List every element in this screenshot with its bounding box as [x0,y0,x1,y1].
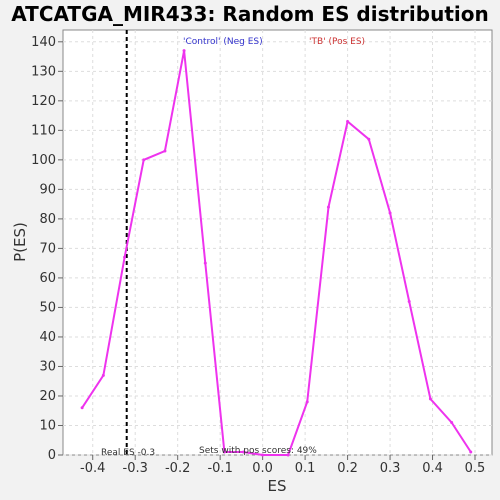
x-tick-label: 0.3 [380,461,401,476]
x-tick-label: -0.3 [123,461,148,476]
y-axis-title: P(ES) [11,222,29,262]
data-point [286,453,290,457]
data-point [222,450,226,454]
neg-es-label: 'Control' (Neg ES) [183,37,263,47]
data-point [123,255,127,259]
x-tick-label: -0.2 [165,461,190,476]
x-tick-label: 0.4 [422,461,443,476]
grid-lines [63,30,492,456]
data-point [242,450,246,454]
data-point [326,205,330,209]
y-tick-label: 80 [39,212,56,227]
y-tick-label: 20 [39,389,56,404]
x-tick-label: 0.1 [295,461,316,476]
data-point [261,453,265,457]
y-tick-label: 30 [39,359,56,374]
data-point [142,158,146,162]
data-point [101,373,105,377]
y-tick-label: 120 [31,94,56,109]
data-point [367,137,371,141]
real-es-label: Real ES -0.3 [101,448,155,458]
data-point [450,421,454,425]
y-tick-label: 40 [39,330,56,345]
chart-title: ATCATGA_MIR433: Random ES distribution [11,2,489,26]
x-tick-label: -0.1 [207,461,232,476]
y-tick-label: 70 [39,241,56,256]
y-tick-label: 100 [31,153,56,168]
data-point [182,49,186,53]
data-point [346,119,350,123]
data-point [163,149,167,153]
data-point [407,300,411,304]
data-point [80,406,84,410]
data-point [388,211,392,215]
x-axis-ticks: -0.4 -0.3 -0.2 -0.1 0.0 0.1 0.2 0.3 0.4 0.5 [80,455,485,476]
x-tick-label: 0.2 [337,461,358,476]
y-tick-label: 110 [31,123,56,138]
y-tick-label: 50 [39,300,56,315]
x-axis-title: ES [268,477,287,495]
x-tick-label: 0.0 [252,461,273,476]
data-point [203,261,207,265]
es-distribution-curve [81,50,472,456]
y-tick-label: 140 [31,35,56,50]
y-axis-ticks: 0 10 20 30 40 50 60 70 80 90 100 110 120 130 140 [31,35,63,463]
y-tick-label: 130 [31,64,56,79]
y-tick-label: 10 [39,418,56,433]
data-point [305,400,309,404]
x-tick-label: 0.5 [465,461,486,476]
data-point [428,397,432,401]
y-tick-label: 60 [39,271,56,286]
data-points [80,49,473,457]
plot-area [62,29,493,456]
pos-scores-label: Sets with pos scores: 49% [199,446,317,456]
data-point [469,450,473,454]
x-tick-label: -0.4 [80,461,105,476]
y-tick-label: 90 [39,182,56,197]
y-tick-label: 0 [48,448,56,463]
pos-es-label: 'TB' (Pos ES) [309,37,365,47]
